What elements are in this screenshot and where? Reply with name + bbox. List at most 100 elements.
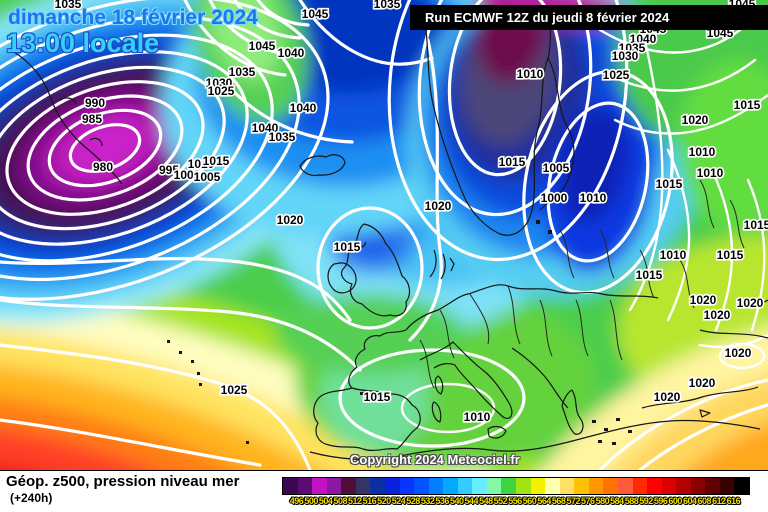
scale-value: 564 [537, 496, 551, 506]
scale-swatch [414, 478, 429, 494]
weather-map: 1035 1045 1035 1045 1040 1035 1030 1025 990 985 98… [0, 0, 768, 470]
scale-value: 576 [581, 496, 595, 506]
pressure-label: 995 [159, 163, 179, 177]
pressure-label: 1040 [290, 101, 317, 115]
scale-value: 528 [406, 496, 420, 506]
scale-swatch [734, 478, 749, 494]
scale-value: 596 [653, 496, 668, 506]
pressure-label: 1010 [464, 410, 491, 424]
pressure-label: 1015 [656, 177, 683, 191]
pressure-label: 1010 [580, 191, 607, 205]
scale-swatch [574, 478, 589, 494]
scale-swatch [501, 478, 516, 494]
pressure-label: 1020 [704, 308, 731, 322]
scale-value: 544 [464, 496, 479, 506]
pressure-label: 1035 [374, 0, 401, 11]
forecast-lead-time: (+240h) [10, 491, 53, 505]
scale-swatch [559, 478, 575, 494]
pressure-label: 1025 [208, 84, 235, 98]
isobar-contours [0, 0, 768, 470]
scale-value: 584 [610, 496, 624, 506]
scale-value: 616 [726, 496, 741, 506]
pressure-label: 980 [93, 160, 113, 174]
scale-value: 588 [624, 496, 639, 506]
scale-swatch [719, 478, 735, 494]
scale-swatch [312, 478, 327, 494]
scale-swatch [428, 478, 444, 494]
pressure-label: 1015 [717, 248, 744, 262]
pressure-label: 1040 [630, 32, 657, 46]
pressure-label: 1020 [725, 346, 752, 360]
scale-swatch [690, 478, 706, 494]
pressure-label: 1010 [689, 145, 716, 159]
scale-swatch [399, 478, 415, 494]
scale-value: 548 [479, 496, 493, 506]
scale-swatch [617, 478, 633, 494]
geopotential-color-scale [282, 477, 750, 495]
scale-value: 508 [333, 496, 348, 506]
pressure-label: 1020 [737, 296, 764, 310]
scale-value: 600 [668, 496, 682, 506]
scale-swatch [370, 478, 385, 494]
pressure-label: 1030 [206, 76, 233, 90]
scale-swatch [705, 478, 720, 494]
pressure-label: 1000 [541, 191, 568, 205]
copyright-notice: Copyright 2024 Meteociel.fr [350, 452, 520, 467]
scale-swatch [516, 478, 531, 494]
pressure-label: 990 [85, 96, 105, 110]
pressure-label: 1040 [278, 46, 305, 60]
scale-value: 568 [551, 496, 566, 506]
scale-swatch [457, 478, 473, 494]
pressure-label: 1005 [194, 170, 221, 184]
pressure-label: 1015 [203, 154, 230, 168]
pressure-label: 1030 [612, 49, 639, 63]
pressure-label: 1020 [654, 390, 681, 404]
pressure-label: 1020 [682, 113, 709, 127]
small-islands [167, 220, 632, 445]
scale-swatch [341, 478, 356, 494]
scale-value: 560 [522, 496, 537, 506]
pressure-label: 985 [82, 112, 102, 126]
pressure-label: 1045 [249, 39, 276, 53]
pressure-label: 1015 [636, 268, 663, 282]
pressure-label: 1015 [499, 155, 526, 169]
model-run-info: Run ECMWF 12Z du jeudi 8 février 2024 [410, 5, 768, 30]
coastlines [13, 13, 768, 461]
scale-value: 604 [682, 496, 697, 506]
scale-value: 536 [435, 496, 449, 506]
pressure-label: 1020 [690, 293, 717, 307]
scale-swatch [443, 478, 458, 494]
scale-value: 592 [639, 496, 653, 506]
scale-swatch [384, 478, 400, 494]
pressure-label: 1035 [269, 130, 296, 144]
pressure-label: 1020 [425, 199, 452, 213]
map-local-time: 13:00 locale [6, 28, 160, 58]
pressure-label: 1010 [517, 67, 544, 81]
pressure-label: 1015 [744, 218, 768, 232]
pressure-label: 1040 [252, 121, 279, 135]
pressure-label: 1025 [221, 383, 248, 397]
scale-swatch [297, 478, 313, 494]
scale-swatch [588, 478, 604, 494]
pressure-label: 1035 [55, 0, 82, 11]
pressure-label: 1015 [734, 98, 761, 112]
scale-value: 572 [566, 496, 581, 506]
pressure-label: 1020 [277, 213, 304, 227]
pressure-label: 1025 [603, 68, 630, 82]
scale-value: 608 [697, 496, 712, 506]
scale-value: 524 [391, 496, 406, 506]
scale-swatch [545, 478, 560, 494]
scale-swatch [603, 478, 618, 494]
pressure-label: 1015 [334, 240, 361, 254]
scale-value: 540 [449, 496, 464, 506]
pressure-label: 1015 [364, 390, 391, 404]
scale-swatch [661, 478, 677, 494]
scale-value: 580 [595, 496, 610, 506]
pressure-label: 1000 [174, 168, 201, 182]
pressure-label: 1010 [660, 248, 687, 262]
scale-swatch [647, 478, 662, 494]
scale-swatch [283, 478, 298, 494]
pressure-label: 1010 [188, 157, 215, 171]
